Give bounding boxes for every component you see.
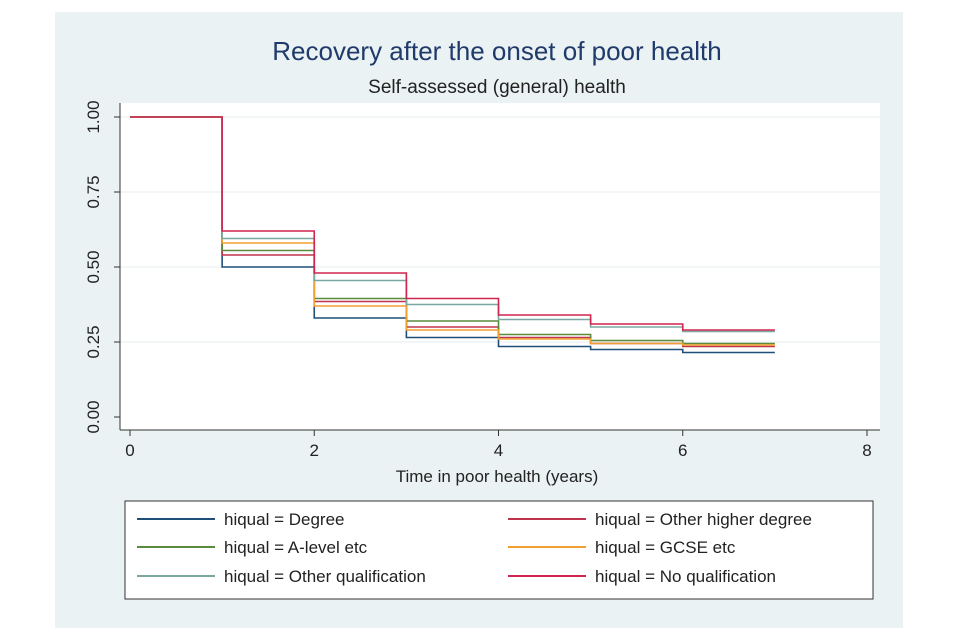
x-tick-label-1: 2 <box>310 441 319 460</box>
axes: 0.00 0.25 0.50 0.75 1.00 0 2 4 6 8 <box>84 100 880 460</box>
legend-label-0: hiqual = Degree <box>224 510 345 529</box>
series-line-2 <box>130 116 775 345</box>
y-tick-label-4: 1.00 <box>84 100 103 133</box>
chart-panel: Recovery after the onset of poor health … <box>55 12 903 628</box>
y-tick-label-2: 0.50 <box>84 250 103 283</box>
legend-label-4: hiqual = Other qualification <box>224 567 426 586</box>
legend: hiqual = Degree hiqual = Other higher deg… <box>137 510 812 586</box>
x-tick-label-3: 6 <box>678 441 687 460</box>
series-line-5 <box>130 116 775 331</box>
x-axis-label: Time in poor health (years) <box>396 467 599 486</box>
series-line-4 <box>130 116 775 333</box>
series-group <box>130 116 775 354</box>
legend-label-1: hiqual = Other higher degree <box>595 510 812 529</box>
y-tick-label-0: 0.00 <box>84 400 103 433</box>
series-line-0 <box>130 116 775 354</box>
x-tick-label-2: 4 <box>494 441 503 460</box>
y-tick-label-1: 0.25 <box>84 325 103 358</box>
y-tick-label-3: 0.75 <box>84 175 103 208</box>
chart: Recovery after the onset of poor health … <box>84 36 880 600</box>
legend-label-3: hiqual = GCSE etc <box>595 538 736 557</box>
chart-subtitle: Self-assessed (general) health <box>368 77 626 98</box>
x-tick-label-4: 8 <box>862 441 871 460</box>
legend-label-5: hiqual = No qualification <box>595 567 776 586</box>
x-tick-label-0: 0 <box>125 441 134 460</box>
legend-box <box>124 500 874 600</box>
chart-title: Recovery after the onset of poor health <box>272 36 722 66</box>
legend-label-2: hiqual = A-level etc <box>224 538 368 557</box>
series-line-3 <box>130 116 775 346</box>
